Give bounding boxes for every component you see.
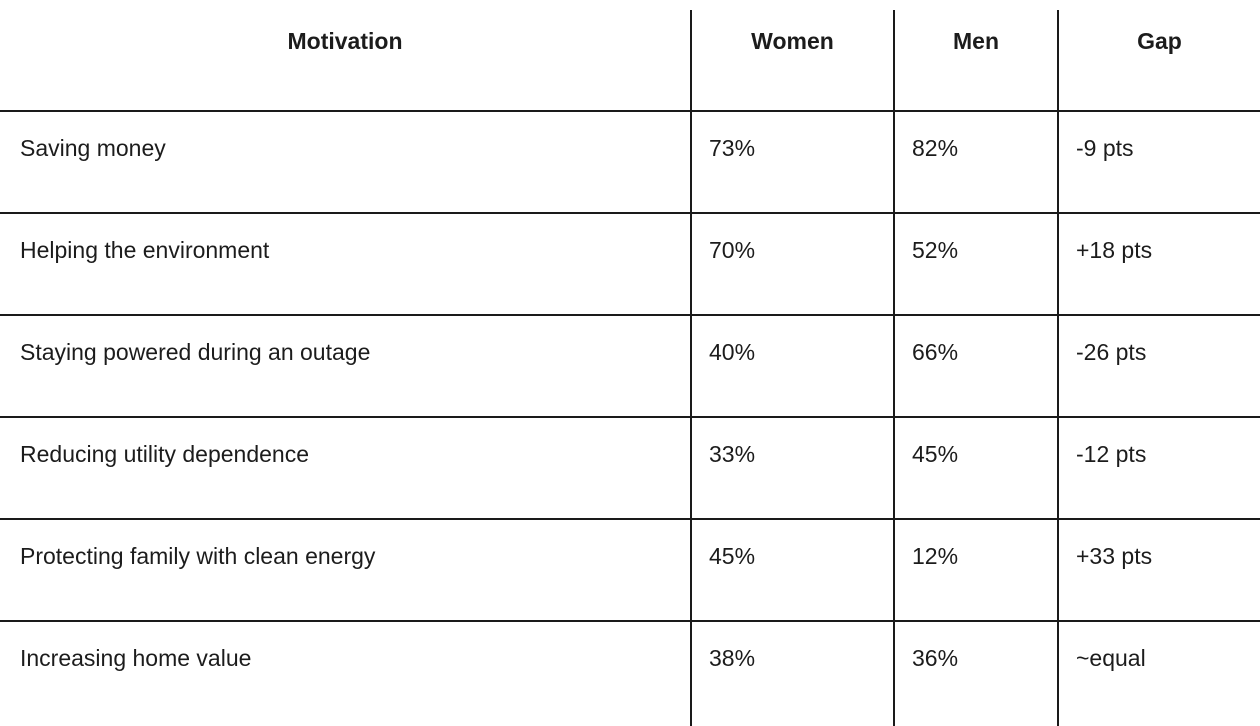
table-cell-women: 40% — [690, 314, 893, 416]
table-row-motivation: Helping the environment — [0, 212, 690, 314]
table-cell-women: 38% — [690, 620, 893, 726]
column-header-gap: Gap — [1057, 0, 1260, 110]
table-cell-women: 45% — [690, 518, 893, 620]
table-cell-gap: ~equal — [1057, 620, 1260, 726]
table-cell-men: 12% — [893, 518, 1057, 620]
table-cell-women: 33% — [690, 416, 893, 518]
column-header-men: Men — [893, 0, 1057, 110]
table-cell-gap: +18 pts — [1057, 212, 1260, 314]
table-row-motivation: Protecting family with clean energy — [0, 518, 690, 620]
table-cell-men: 82% — [893, 110, 1057, 212]
column-header-women: Women — [690, 0, 893, 110]
table-cell-gap: -26 pts — [1057, 314, 1260, 416]
table-row-motivation: Reducing utility dependence — [0, 416, 690, 518]
table-top-edge-gap — [0, 0, 1260, 10]
table-row-motivation: Saving money — [0, 110, 690, 212]
table-cell-women: 70% — [690, 212, 893, 314]
table-cell-gap: +33 pts — [1057, 518, 1260, 620]
table-cell-men: 66% — [893, 314, 1057, 416]
table-row-motivation: Staying powered during an outage — [0, 314, 690, 416]
table-cell-men: 36% — [893, 620, 1057, 726]
table-cell-men: 45% — [893, 416, 1057, 518]
table-cell-women: 73% — [690, 110, 893, 212]
table-cell-men: 52% — [893, 212, 1057, 314]
table-row-motivation: Increasing home value — [0, 620, 690, 726]
table-cell-gap: -9 pts — [1057, 110, 1260, 212]
column-header-motivation: Motivation — [0, 0, 690, 110]
table-cell-gap: -12 pts — [1057, 416, 1260, 518]
